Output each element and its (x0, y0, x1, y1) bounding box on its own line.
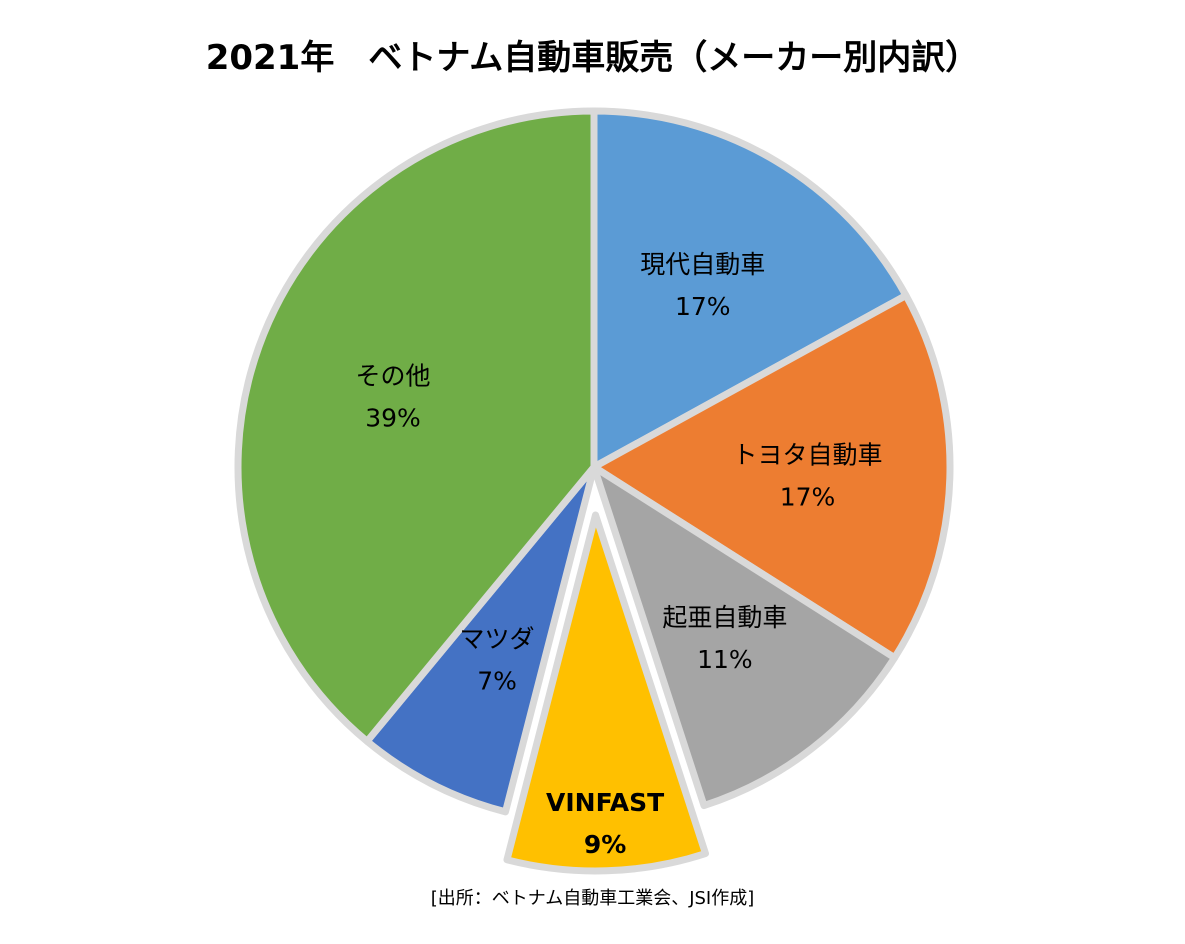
pie-slice (234, 107, 598, 745)
slice-name-label: トヨタ自動車 (732, 441, 882, 470)
slice-value-label: 7% (477, 666, 517, 695)
pie-slice (590, 107, 910, 471)
slice-value-label: 39% (365, 404, 421, 433)
slice-name-label: マツダ (460, 624, 535, 653)
slice-name-label: 起亜自動車 (662, 603, 787, 632)
slice-name-label: VINFAST (546, 788, 664, 817)
pie-slice (363, 463, 598, 816)
slice-value-label: 9% (584, 830, 626, 859)
chart-title: 2021年 ベトナム自動車販売（メーカー別内訳） (205, 38, 980, 78)
slice-name-label: 現代自動車 (640, 250, 765, 279)
pie-slice (590, 291, 954, 662)
pie-labels: 現代自動車 17% トヨタ自動車 17% 起亜自動車 11% VINFAST 9% マツダ 7% そ… (356, 250, 883, 859)
pie-slice (503, 511, 710, 875)
pie-slice (590, 463, 899, 810)
slice-name-label: その他 (356, 362, 431, 391)
slice-value-label: 17% (675, 292, 731, 321)
slice-value-label: 11% (697, 645, 753, 674)
pie-slices (234, 107, 954, 875)
slice-value-label: 17% (780, 483, 836, 512)
source-note: [出所：ベトナム自動車工業会、JSI作成] (430, 888, 755, 909)
